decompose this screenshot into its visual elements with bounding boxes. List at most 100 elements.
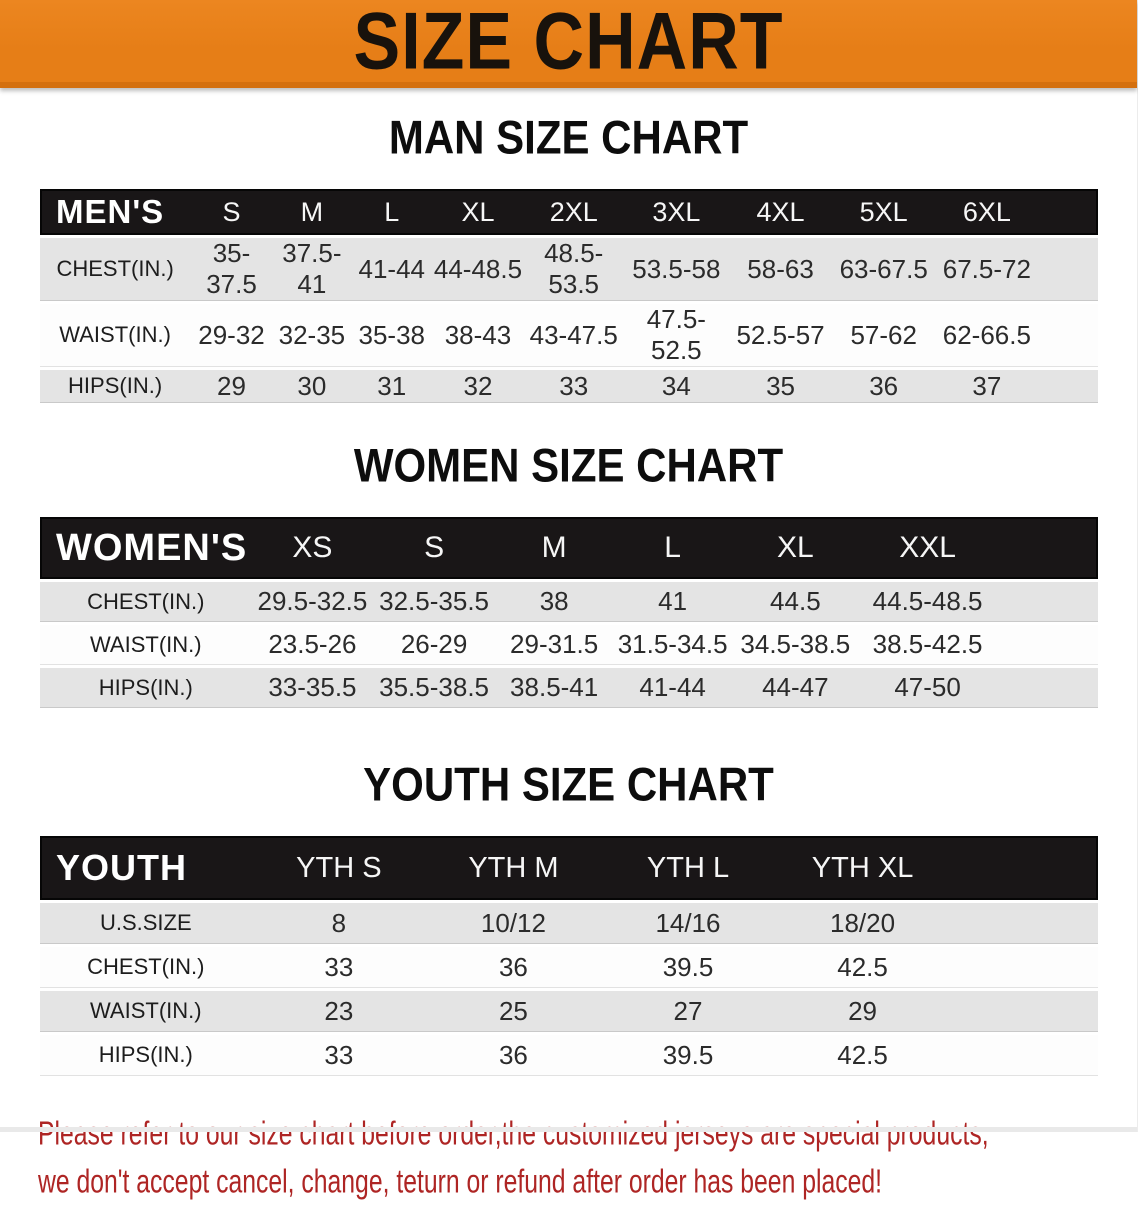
table-row: CHEST(IN.) 35-37.5 37.5-41 41-44 44-48.5… xyxy=(40,238,1098,301)
table-cell: 35-37.5 xyxy=(190,238,273,301)
banner-title: SIZE CHART xyxy=(353,0,784,86)
table-cell: 37 xyxy=(935,370,1039,403)
table-cell: 36 xyxy=(426,1035,601,1076)
row-label: U.S.SIZE xyxy=(40,903,252,944)
column-header: 2XL xyxy=(523,189,624,235)
table-cell: 31.5-34.5 xyxy=(613,625,732,665)
spacer-cell xyxy=(949,903,1098,944)
table-row: CHEST(IN.) 29.5-32.5 32.5-35.5 38 41 44.… xyxy=(40,582,1098,622)
column-header: YTH S xyxy=(251,836,427,900)
column-header: S xyxy=(190,189,273,235)
men-table-label: MEN'S xyxy=(40,189,191,235)
table-cell: 44.5 xyxy=(731,582,859,622)
table-cell: 18/20 xyxy=(775,903,950,944)
table-row: WAIST(IN.) 23.5-26 26-29 29-31.5 31.5-34… xyxy=(40,625,1098,665)
spacer-cell xyxy=(1038,189,1098,235)
table-cell: 52.5-57 xyxy=(728,304,833,367)
row-label: HIPS(IN.) xyxy=(40,668,252,708)
table-cell: 33 xyxy=(251,947,427,988)
table-cell: 29.5-32.5 xyxy=(251,582,374,622)
table-cell: 32.5-35.5 xyxy=(373,582,495,622)
table-cell: 25 xyxy=(426,991,601,1032)
table-cell: 29 xyxy=(775,991,950,1032)
row-label: CHEST(IN.) xyxy=(40,582,252,622)
women-size-table: WOMEN'S XS S M L XL XXL CHEST(IN.) 29.5-… xyxy=(40,514,1098,711)
women-table-label: WOMEN'S xyxy=(40,517,252,579)
table-cell: 8 xyxy=(251,903,427,944)
column-header: YTH M xyxy=(426,836,601,900)
women-header-row: WOMEN'S XS S M L XL XXL xyxy=(40,517,1098,579)
spacer-cell xyxy=(1038,304,1098,367)
table-cell: 36 xyxy=(832,370,935,403)
table-cell: 58-63 xyxy=(728,238,833,301)
spacer-cell xyxy=(996,517,1098,579)
column-header: M xyxy=(494,517,614,579)
table-cell: 38.5-41 xyxy=(494,668,614,708)
table-cell: 47.5-52.5 xyxy=(623,304,729,367)
table-cell: 35 xyxy=(728,370,833,403)
table-cell: 42.5 xyxy=(775,947,950,988)
table-cell: 42.5 xyxy=(775,1035,950,1076)
column-header: XS xyxy=(251,517,374,579)
table-cell: 29-31.5 xyxy=(494,625,614,665)
column-header: YTH XL xyxy=(775,836,950,900)
youth-table-label: YOUTH xyxy=(40,836,252,900)
table-cell: 14/16 xyxy=(600,903,776,944)
spacer-cell xyxy=(949,1035,1098,1076)
table-row: CHEST(IN.) 33 36 39.5 42.5 xyxy=(40,947,1098,988)
table-cell: 44-47 xyxy=(731,668,859,708)
table-cell: 67.5-72 xyxy=(935,238,1039,301)
men-section-title: MAN SIZE CHART xyxy=(388,111,749,164)
men-size-table: MEN'S S M L XL 2XL 3XL 4XL 5XL 6XL CHEST… xyxy=(40,186,1098,406)
table-cell: 63-67.5 xyxy=(832,238,935,301)
table-cell: 38 xyxy=(494,582,614,622)
table-cell: 38.5-42.5 xyxy=(858,625,997,665)
table-cell: 37.5-41 xyxy=(272,238,352,301)
table-cell: 23 xyxy=(251,991,427,1032)
table-cell: 34.5-38.5 xyxy=(731,625,859,665)
column-header: XL xyxy=(432,189,524,235)
bottom-edge-divider xyxy=(0,1127,1137,1132)
spacer-cell xyxy=(949,991,1098,1032)
spacer-cell xyxy=(949,836,1098,900)
table-cell: 57-62 xyxy=(832,304,935,367)
spacer-cell xyxy=(996,668,1098,708)
spacer-cell xyxy=(1038,370,1098,403)
spacer-cell xyxy=(996,582,1098,622)
table-cell: 41-44 xyxy=(613,668,732,708)
table-cell: 27 xyxy=(600,991,776,1032)
spacer-cell xyxy=(949,947,1098,988)
column-header: M xyxy=(272,189,352,235)
table-cell: 39.5 xyxy=(600,947,776,988)
table-cell: 23.5-26 xyxy=(251,625,374,665)
youth-size-table: YOUTH YTH S YTH M YTH L YTH XL U.S.SIZE … xyxy=(40,833,1098,1079)
spacer-cell xyxy=(996,625,1098,665)
column-header: 4XL xyxy=(728,189,833,235)
table-cell: 36 xyxy=(426,947,601,988)
column-header: L xyxy=(613,517,732,579)
column-header: XL xyxy=(731,517,859,579)
order-policy-note: Please refer to our size chart before or… xyxy=(38,1109,989,1205)
row-label: HIPS(IN.) xyxy=(40,1035,252,1076)
table-cell: 31 xyxy=(351,370,433,403)
row-label: WAIST(IN.) xyxy=(40,991,252,1032)
table-cell: 53.5-58 xyxy=(623,238,729,301)
table-cell: 26-29 xyxy=(373,625,495,665)
table-cell: 33 xyxy=(523,370,624,403)
table-cell: 32-35 xyxy=(272,304,352,367)
column-header: YTH L xyxy=(600,836,776,900)
column-header: 6XL xyxy=(935,189,1039,235)
table-cell: 41-44 xyxy=(351,238,433,301)
table-cell: 29 xyxy=(190,370,273,403)
table-cell: 39.5 xyxy=(600,1035,776,1076)
table-cell: 62-66.5 xyxy=(935,304,1039,367)
table-row: HIPS(IN.) 33 36 39.5 42.5 xyxy=(40,1035,1098,1076)
table-cell: 33-35.5 xyxy=(251,668,374,708)
table-cell: 43-47.5 xyxy=(523,304,624,367)
column-header: XXL xyxy=(858,517,997,579)
column-header: L xyxy=(351,189,433,235)
column-header: S xyxy=(373,517,495,579)
column-header: 5XL xyxy=(832,189,935,235)
table-row: WAIST(IN.) 29-32 32-35 35-38 38-43 43-47… xyxy=(40,304,1098,367)
